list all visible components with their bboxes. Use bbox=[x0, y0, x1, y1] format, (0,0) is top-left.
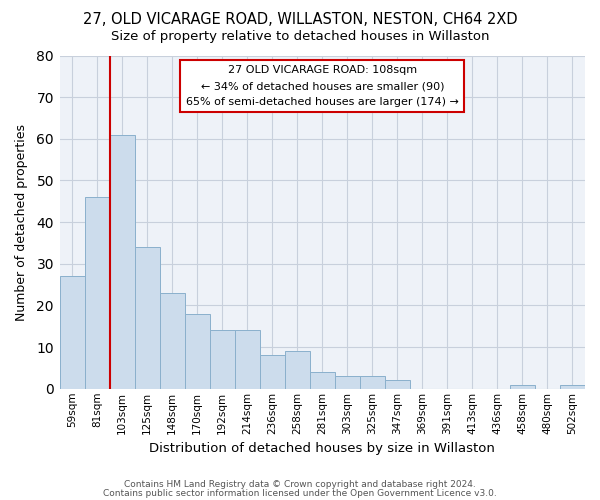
Text: Size of property relative to detached houses in Willaston: Size of property relative to detached ho… bbox=[111, 30, 489, 43]
Bar bbox=[235, 330, 260, 389]
Text: Contains public sector information licensed under the Open Government Licence v3: Contains public sector information licen… bbox=[103, 490, 497, 498]
Bar bbox=[134, 247, 160, 389]
Text: 27, OLD VICARAGE ROAD, WILLASTON, NESTON, CH64 2XD: 27, OLD VICARAGE ROAD, WILLASTON, NESTON… bbox=[83, 12, 517, 28]
Y-axis label: Number of detached properties: Number of detached properties bbox=[15, 124, 28, 320]
Bar bbox=[310, 372, 335, 389]
Bar bbox=[110, 134, 134, 389]
Bar bbox=[285, 352, 310, 389]
X-axis label: Distribution of detached houses by size in Willaston: Distribution of detached houses by size … bbox=[149, 442, 495, 455]
Bar bbox=[560, 384, 585, 389]
Bar bbox=[510, 384, 535, 389]
Text: Contains HM Land Registry data © Crown copyright and database right 2024.: Contains HM Land Registry data © Crown c… bbox=[124, 480, 476, 489]
Bar bbox=[185, 314, 209, 389]
Bar bbox=[209, 330, 235, 389]
Text: 27 OLD VICARAGE ROAD: 108sqm
← 34% of detached houses are smaller (90)
65% of se: 27 OLD VICARAGE ROAD: 108sqm ← 34% of de… bbox=[186, 66, 458, 106]
Bar bbox=[85, 197, 110, 389]
Bar bbox=[160, 293, 185, 389]
Bar bbox=[335, 376, 360, 389]
Bar bbox=[385, 380, 410, 389]
Bar bbox=[360, 376, 385, 389]
Bar bbox=[260, 356, 285, 389]
Bar bbox=[59, 276, 85, 389]
